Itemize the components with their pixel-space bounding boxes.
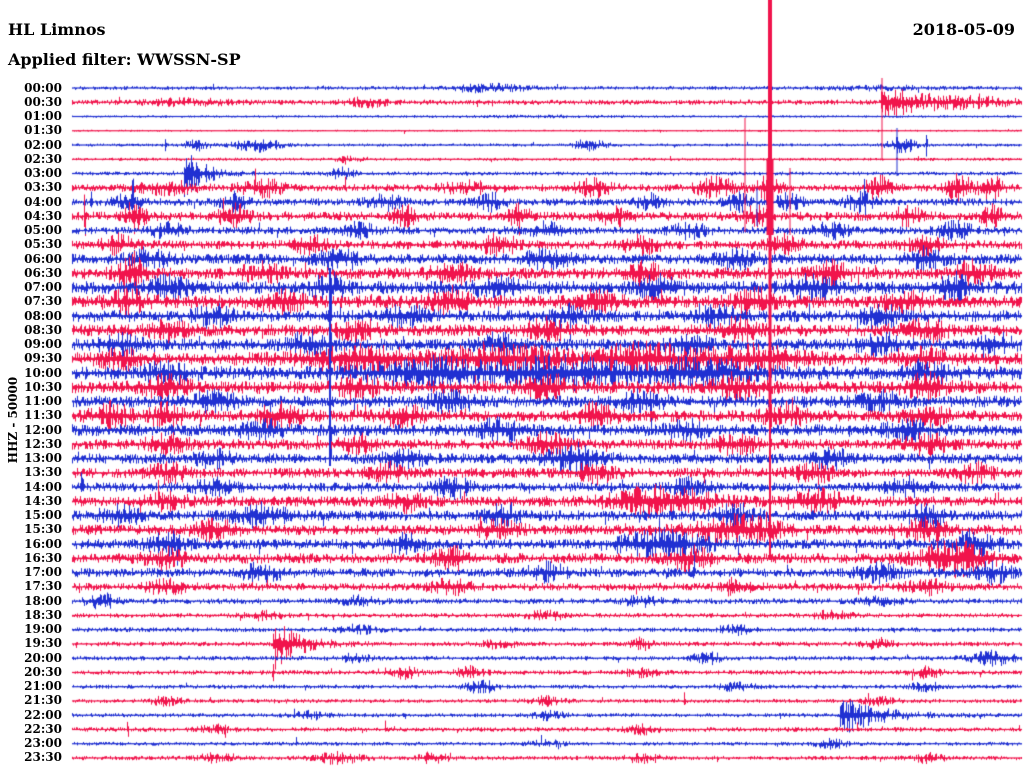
time-label-1800: 18:00 [24, 593, 62, 608]
time-label-0430: 04:30 [24, 208, 62, 223]
time-label-0900: 09:00 [24, 337, 62, 352]
time-label-0730: 07:30 [24, 294, 62, 309]
time-label-0100: 01:00 [24, 109, 62, 123]
station-name: HL Limnos [8, 20, 106, 39]
time-label-1830: 18:30 [24, 607, 62, 622]
time-label-0830: 08:30 [24, 322, 62, 337]
time-label-1700: 17:00 [24, 565, 62, 580]
time-label-1000: 10:00 [24, 365, 62, 380]
time-label-1900: 19:00 [24, 622, 62, 637]
time-label-1500: 15:00 [24, 508, 62, 523]
time-label-0230: 02:30 [24, 151, 62, 166]
time-label-2130: 21:30 [24, 693, 62, 708]
time-label-1400: 14:00 [24, 479, 62, 494]
time-label-1430: 14:30 [24, 493, 62, 508]
time-label-0030: 00:30 [24, 94, 62, 109]
time-label-1200: 12:00 [24, 422, 62, 437]
time-label-2100: 21:00 [24, 679, 62, 694]
time-label-0530: 05:30 [24, 237, 62, 252]
time-label-0200: 02:00 [24, 137, 62, 152]
time-label-0930: 09:30 [24, 351, 62, 366]
time-label-1100: 11:00 [24, 394, 62, 409]
time-label-2200: 22:00 [24, 707, 62, 722]
time-label-0400: 04:00 [24, 194, 62, 209]
time-label-1330: 13:30 [24, 465, 62, 480]
time-label-1600: 16:00 [24, 536, 62, 551]
time-label-2030: 20:30 [24, 664, 62, 679]
time-label-0700: 07:00 [24, 280, 62, 295]
time-label-2000: 20:00 [24, 650, 62, 665]
time-label-0330: 03:30 [24, 180, 62, 195]
time-label-2230: 22:30 [24, 721, 62, 736]
time-label-1030: 10:30 [24, 379, 62, 394]
time-label-2300: 23:00 [24, 736, 62, 751]
time-label-1130: 11:30 [24, 408, 62, 423]
time-label-0000: 00:00 [24, 80, 62, 95]
time-label-1930: 19:30 [24, 636, 62, 651]
time-label-1730: 17:30 [24, 579, 62, 594]
time-label-0630: 06:30 [24, 265, 62, 280]
time-label-1300: 13:00 [24, 451, 62, 466]
time-label-0500: 05:00 [24, 223, 62, 238]
time-label-0600: 06:00 [24, 251, 62, 266]
date-label: 2018-05-09 [912, 20, 1015, 39]
applied-filter-label: Applied filter: WWSSN-SP [8, 50, 241, 69]
time-label-1230: 12:30 [24, 436, 62, 451]
time-label-1630: 16:30 [24, 550, 62, 565]
time-label-0800: 08:00 [24, 308, 62, 323]
time-label-0300: 03:00 [24, 166, 62, 181]
time-label-1530: 15:30 [24, 522, 62, 537]
time-label-2330: 23:30 [24, 750, 62, 765]
time-label-0130: 01:30 [24, 123, 62, 138]
